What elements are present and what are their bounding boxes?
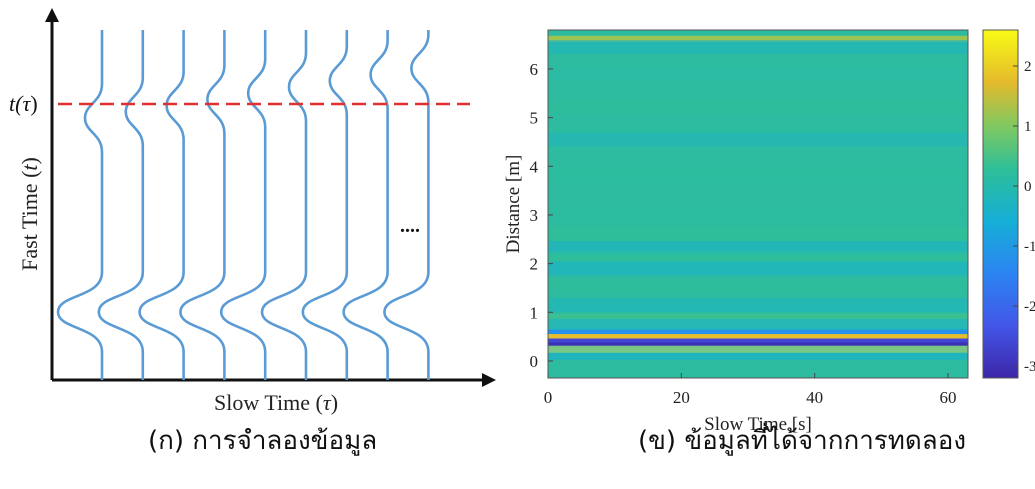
trace-line — [260, 30, 308, 380]
x-axis-arrow — [482, 373, 496, 387]
y-tick-label: 2 — [530, 255, 539, 274]
heatmap-band — [548, 345, 968, 360]
y-tick-label: 3 — [530, 206, 539, 225]
y-axis-arrow — [45, 8, 59, 22]
trace-line — [219, 30, 267, 380]
heatmap-band — [548, 227, 968, 242]
simulation-plot: t(τ) .... Fast Time (t) Slow Time (τ) — [9, 8, 496, 415]
heatmap-band — [548, 166, 968, 181]
y-axis-label: Fast Time (t) — [17, 157, 42, 271]
trace-line — [383, 30, 430, 380]
heatmap-band — [548, 318, 968, 333]
heatmap-band — [548, 241, 968, 255]
colorbar-tick-label: -3 — [1024, 359, 1035, 375]
heatmap-frame — [547, 29, 969, 379]
heatmap-band — [548, 334, 968, 342]
colorbar-tick-group: 2 1 0 -1 -2 -3 — [1013, 59, 1035, 375]
trace-group — [56, 30, 430, 380]
y-tick-label: 0 — [530, 352, 539, 371]
colorbar — [982, 29, 1019, 379]
y-tick-label: 4 — [530, 157, 539, 176]
trace-line — [301, 30, 349, 380]
colorbar-tick-label: 2 — [1024, 59, 1032, 75]
heatmap-band — [548, 132, 968, 147]
heatmap-band — [548, 261, 968, 276]
heatmap-band — [548, 100, 968, 115]
trace-line — [179, 30, 226, 380]
trace-line — [56, 30, 104, 380]
trace-line — [138, 30, 185, 380]
y-tick-label: 1 — [530, 303, 539, 322]
caption-left: (ก) การจำลองข้อมูล — [148, 426, 378, 456]
heatmap-band-group — [548, 35, 968, 360]
marker-label: t(τ) — [9, 91, 38, 116]
heatmap-band — [548, 66, 968, 81]
x-tick-label: 0 — [544, 388, 553, 407]
heatmap-y-axis-label: Distance [m] — [503, 155, 524, 254]
y-tick-label: 6 — [530, 60, 539, 79]
heatmap-x-axis-label: Slow Time [s] — [704, 414, 812, 435]
x-tick-label: 60 — [940, 388, 957, 407]
trace-line — [97, 30, 145, 380]
y-tick-label: 5 — [530, 109, 539, 128]
x-tick-group: 0 20 40 60 — [544, 373, 957, 407]
caption-right: (ข) ข้อมูลที่ได้จากการทดลอง — [638, 426, 967, 456]
heatmap-band — [548, 208, 968, 222]
colorbar-tick-label: -2 — [1024, 299, 1035, 315]
heatmap-band — [548, 40, 968, 54]
x-tick-label: 40 — [806, 388, 823, 407]
y-tick-group: 0 1 2 3 4 5 6 — [530, 60, 553, 371]
heatmap-band — [548, 35, 968, 42]
heatmap-band — [548, 338, 968, 346]
trace-line — [342, 30, 389, 380]
colorbar-tick-label: 0 — [1024, 179, 1032, 195]
colorbar-tick-label: -1 — [1024, 239, 1035, 255]
ellipsis-label: .... — [400, 215, 420, 237]
heatmap-band — [548, 298, 968, 312]
heatmap-band — [548, 278, 968, 293]
colorbar-tick-label: 1 — [1024, 119, 1032, 135]
heatmap-band — [548, 329, 968, 336]
x-axis-label: Slow Time (τ) — [214, 390, 338, 415]
x-tick-label: 20 — [673, 388, 690, 407]
